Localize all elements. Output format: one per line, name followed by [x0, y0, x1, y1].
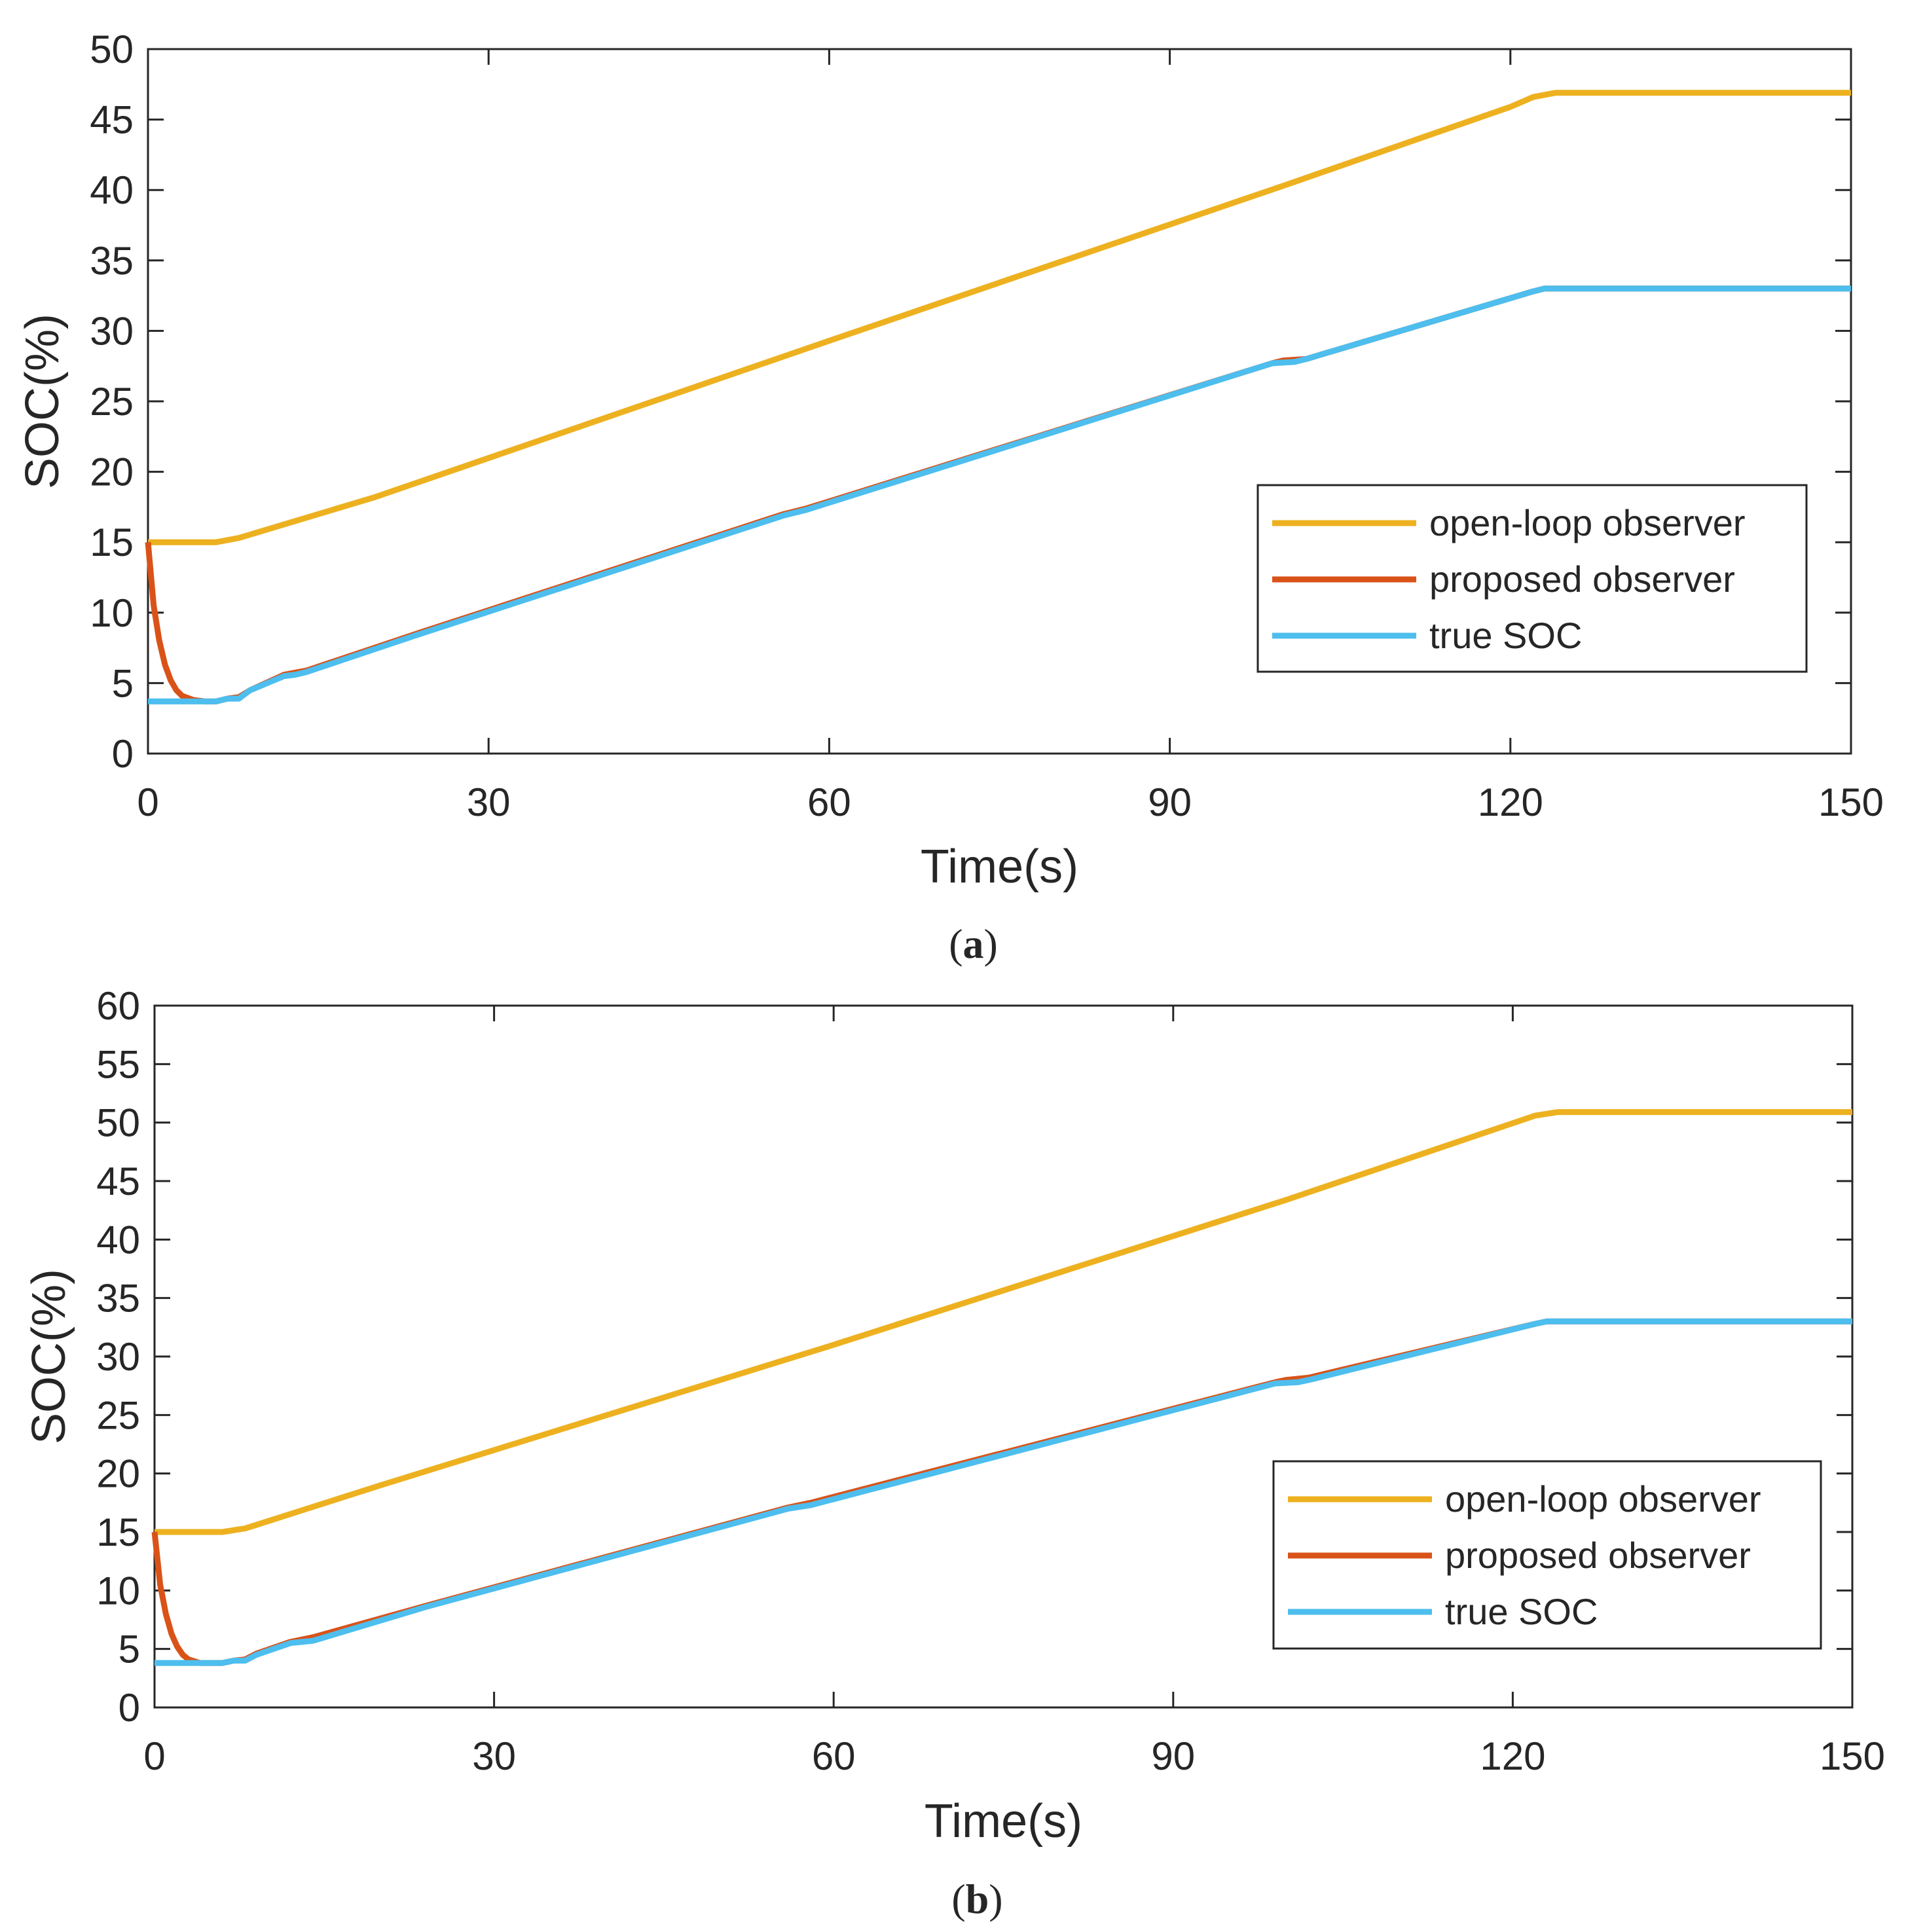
caption-close-paren: ) — [984, 920, 998, 967]
x-tick-label: 30 — [467, 780, 511, 824]
x-tick-label: 90 — [1148, 780, 1192, 824]
caption-letter: b — [966, 1876, 989, 1922]
x-axis-label: Time(s) — [921, 841, 1078, 893]
series-line-true-soc — [148, 285, 1851, 704]
x-tick-label: 60 — [807, 780, 851, 824]
y-tick-label: 60 — [96, 984, 140, 1028]
legend-entry-label: open-loop observer — [1429, 502, 1746, 543]
y-tick-label: 35 — [90, 239, 134, 283]
series-line-open-loop-observer — [155, 1109, 1852, 1535]
y-tick-label: 40 — [90, 168, 134, 212]
x-tick-label: 150 — [1820, 1734, 1885, 1778]
legend-entry-label: true SOC — [1429, 615, 1582, 656]
figure-caption: (a) — [949, 920, 998, 967]
caption-open-paren: ( — [949, 920, 962, 967]
figure-caption: (b) — [951, 1876, 1002, 1922]
y-tick-label: 10 — [90, 591, 134, 635]
series-line-true-soc — [155, 1318, 1852, 1666]
y-tick-label: 25 — [96, 1393, 140, 1437]
legend-entry-label: proposed observer — [1429, 558, 1735, 600]
y-tick-label: 25 — [90, 380, 134, 424]
legend-entry-label: proposed observer — [1445, 1535, 1751, 1576]
y-tick-label: 30 — [90, 309, 134, 353]
series-line-open-loop-observer — [148, 90, 1851, 545]
x-axis-label: Time(s) — [925, 1795, 1082, 1848]
y-tick-label: 10 — [96, 1569, 140, 1613]
legend: open-loop observer proposed observer true … — [1272, 1460, 1822, 1650]
caption-close-paren: ) — [989, 1876, 1002, 1922]
x-tick-label: 0 — [143, 1734, 165, 1778]
y-tick-label: 0 — [112, 732, 134, 776]
caption-open-paren: ( — [951, 1876, 965, 1922]
y-tick-label: 30 — [96, 1335, 140, 1379]
chart-a: 0 30 60 90 120 150 0 5 10 15 20 25 30 35 40 45 50 Time(s)… — [16, 27, 1884, 967]
y-axis-label: SOC(%) — [23, 1269, 75, 1444]
chart-b: 0 30 60 90 120 150 0 5 10 15 20 25 30 35 40 45 50 55 60 Tim… — [23, 984, 1885, 1922]
legend-entry-label: open-loop observer — [1445, 1478, 1761, 1520]
x-tick-label: 120 — [1478, 780, 1543, 824]
x-tick-label: 0 — [137, 780, 158, 824]
x-tick-label: 60 — [812, 1734, 856, 1778]
y-tick-label: 5 — [119, 1628, 140, 1671]
y-tick-label: 0 — [119, 1686, 140, 1730]
y-tick-label: 40 — [96, 1218, 140, 1262]
y-axis-label: SOC(%) — [16, 314, 69, 489]
y-tick-label: 45 — [96, 1159, 140, 1203]
y-tick-label: 35 — [96, 1277, 140, 1321]
x-tick-label: 120 — [1480, 1734, 1545, 1778]
y-tick-label: 20 — [90, 450, 134, 494]
x-tick-label: 90 — [1151, 1734, 1195, 1778]
y-tick-label: 15 — [96, 1510, 140, 1554]
y-tick-label: 55 — [96, 1042, 140, 1086]
legend-entry-label: true SOC — [1445, 1591, 1598, 1632]
y-tick-label: 45 — [90, 98, 134, 142]
x-tick-label: 30 — [472, 1734, 516, 1778]
caption-letter: a — [963, 920, 984, 967]
y-tick-label: 5 — [112, 661, 134, 705]
y-tick-label: 50 — [96, 1101, 140, 1145]
y-tick-label: 20 — [96, 1452, 140, 1496]
y-tick-label: 15 — [90, 520, 134, 564]
y-tick-label: 50 — [90, 27, 134, 71]
x-tick-label: 150 — [1818, 780, 1884, 824]
legend: open-loop observer proposed observer true … — [1256, 484, 1808, 673]
